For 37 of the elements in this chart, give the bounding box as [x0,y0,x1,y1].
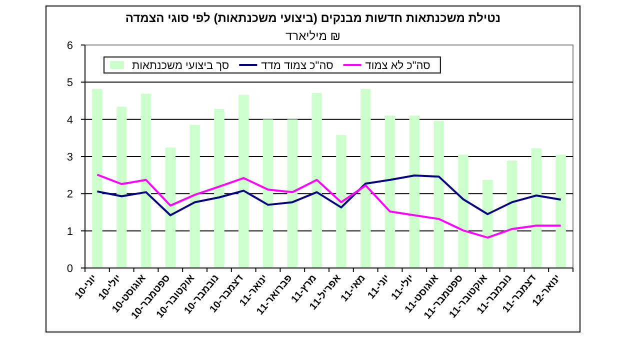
y-tick-label: 4 [66,114,73,126]
y-tick-label: 1 [66,226,73,238]
bar [287,119,298,268]
x-tick-label: מאי-11 [339,272,368,304]
bar [190,124,200,268]
bar [384,116,396,268]
y-tick-label: 2 [66,188,73,201]
bar [165,148,176,268]
line-series [96,174,562,239]
chart-title: נטילת משכנתאות חדשות מבנקים (ביצועי משכנתאות) לפי סוגי הצמדה [125,11,501,25]
y-tick-label: 3 [66,152,73,164]
bar [140,94,152,268]
legend-label: סך ביצועי משכנתאות [132,60,230,72]
bar [482,180,493,268]
bar [92,88,102,268]
legend-label: סה"כ צמוד מדד [261,60,334,72]
legend-label: סה"כ לא צמוד [365,60,430,72]
bar [506,160,518,268]
y-tick-label: 0 [66,263,73,275]
line-series [96,174,562,216]
bar [116,106,127,268]
bar [214,108,224,268]
bar [458,154,468,268]
bar [336,134,346,268]
bar [434,120,444,268]
bar [360,88,371,268]
x-tick-label: יוני-10 [73,272,100,302]
y-tick-label: 5 [66,77,73,90]
bar [556,154,566,268]
bar [312,92,322,268]
y-tick-label: 6 [66,40,73,52]
bar [262,119,274,268]
bar [531,148,542,268]
x-tick-label: יוני-11 [366,272,392,302]
bar [238,94,249,268]
bar [409,116,420,268]
chart-subtitle: מיליארד ₪ [286,29,340,43]
